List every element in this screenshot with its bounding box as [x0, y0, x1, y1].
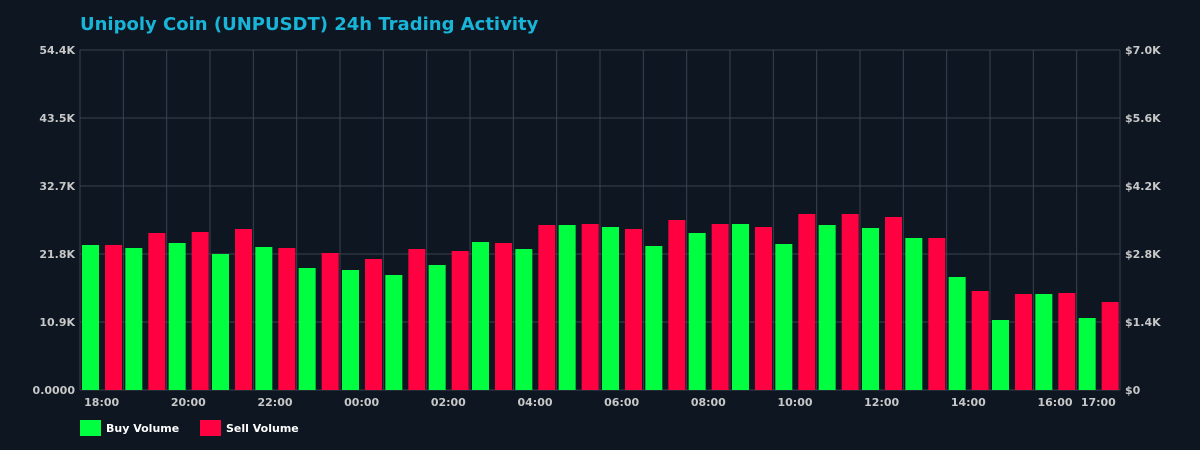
sell-volume-bar	[928, 238, 946, 390]
sell-volume-bar	[625, 229, 642, 390]
sell-volume-bar	[495, 243, 512, 390]
buy-volume-bar	[818, 225, 836, 390]
buy-volume-bar	[732, 224, 749, 390]
left-axis-tick: 32.7K	[39, 180, 75, 193]
sell-volume-bar	[668, 220, 686, 390]
buy-volume-bar	[1078, 318, 1096, 390]
buy-volume-bar	[255, 247, 273, 390]
buy-volume-bar	[602, 227, 619, 390]
right-axis-tick: $1.4K	[1125, 316, 1161, 329]
x-axis-tick: 18:00	[84, 396, 119, 409]
buy-volume-bar	[428, 265, 446, 390]
x-axis-tick: 04:00	[517, 396, 552, 409]
sell-volume-bar	[841, 214, 859, 390]
left-axis-tick: 21.8K	[39, 248, 75, 261]
x-axis-tick: 16:00	[1037, 396, 1072, 409]
right-axis-tick: $2.8K	[1125, 248, 1161, 261]
sell-volume-bar	[971, 291, 989, 390]
buy-volume-bar	[342, 270, 359, 390]
buy-volume-bar	[125, 248, 143, 390]
chart-title: Unipoly Coin (UNPUSDT) 24h Trading Activ…	[80, 14, 539, 35]
buy-volume-bar	[472, 242, 489, 390]
sell-volume-bar	[538, 225, 556, 390]
sell-volume-bar	[235, 229, 252, 390]
sell-volume-bar	[148, 233, 166, 390]
buy-volume-bar	[948, 277, 966, 390]
legend-label: Buy Volume	[106, 421, 180, 435]
buy-volume-bar	[862, 228, 879, 390]
sell-volume-bar	[1101, 302, 1119, 390]
sell-volume-bar	[105, 245, 122, 390]
left-axis-tick: 43.5K	[39, 112, 75, 125]
buy-volume-bar	[82, 245, 99, 390]
x-axis-tick: 00:00	[344, 396, 379, 409]
sell-volume-bar	[451, 251, 469, 390]
buy-volume-bar	[298, 268, 316, 390]
x-axis-tick: 20:00	[171, 396, 206, 409]
x-axis-tick: 08:00	[691, 396, 726, 409]
buy-volume-bar	[645, 246, 663, 390]
right-axis-tick: $7.0K	[1125, 44, 1161, 57]
buy-volume-bar	[558, 225, 576, 390]
x-axis-tick: 06:00	[604, 396, 639, 409]
sell-volume-bar	[365, 259, 382, 390]
left-axis-tick: 0.0000	[33, 384, 76, 397]
legend-label: Sell Volume	[226, 421, 299, 435]
sell-volume-bar	[798, 214, 816, 390]
x-axis-tick: 22:00	[257, 396, 292, 409]
left-axis-tick: 10.9K	[39, 316, 75, 329]
buy-volume-bar	[212, 254, 229, 390]
sell-volume-bar	[408, 249, 426, 390]
sell-volume-bar	[321, 253, 339, 390]
sell-volume-bar	[191, 232, 209, 390]
right-axis-tick: $4.2K	[1125, 180, 1161, 193]
sell-volume-bar	[1058, 293, 1076, 390]
right-axis-tick: $5.6K	[1125, 112, 1161, 125]
sell-volume-bar	[755, 227, 772, 390]
x-axis-tick: 02:00	[431, 396, 466, 409]
buy-volume-bar	[385, 275, 403, 390]
legend-sell-volume: Sell Volume	[200, 420, 299, 436]
x-axis-tick: 10:00	[777, 396, 812, 409]
buy-volume-swatch	[80, 420, 101, 436]
x-axis-tick: 17:00	[1081, 396, 1116, 409]
buy-volume-bar	[905, 238, 923, 390]
buy-volume-bar	[688, 233, 706, 390]
buy-volume-bar	[168, 243, 186, 390]
buy-volume-bar	[515, 249, 533, 390]
buy-volume-bar	[775, 244, 793, 390]
sell-volume-swatch	[200, 420, 221, 436]
sell-volume-bar	[581, 224, 599, 390]
legend-buy-volume: Buy Volume	[80, 420, 179, 436]
sell-volume-bar	[885, 217, 902, 390]
x-axis-tick: 12:00	[864, 396, 899, 409]
buy-volume-bar	[992, 320, 1009, 390]
sell-volume-bar	[1015, 294, 1032, 390]
sell-volume-bar	[711, 224, 729, 390]
left-axis-tick: 54.4K	[39, 44, 75, 57]
buy-volume-bar	[1035, 294, 1053, 390]
right-axis-tick: $0	[1125, 384, 1141, 397]
x-axis-tick: 14:00	[951, 396, 986, 409]
sell-volume-bar	[278, 248, 296, 390]
